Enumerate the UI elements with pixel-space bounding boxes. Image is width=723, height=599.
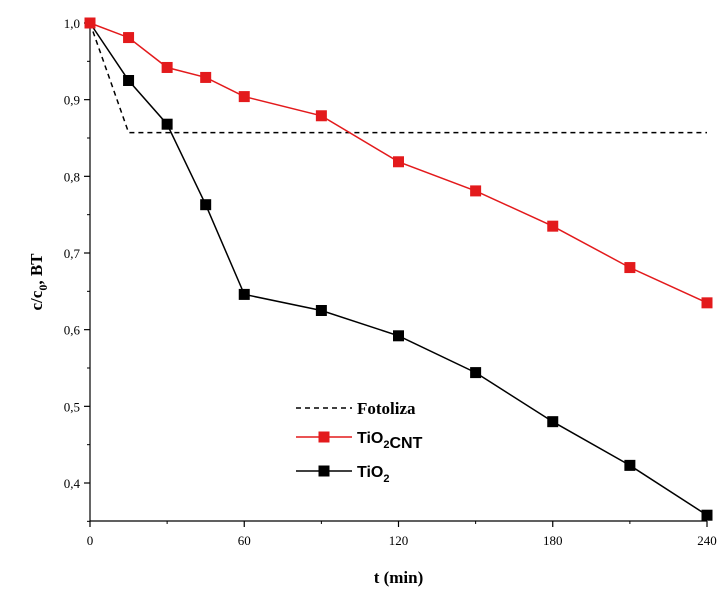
series-line-fotoliza: [89, 22, 707, 134]
y-tick-label: 0,9: [64, 93, 80, 108]
data-point-tio2: [701, 509, 713, 521]
data-point-tio2: [470, 367, 482, 379]
x-axis-title: t (min): [374, 568, 424, 587]
data-point-tio2: [200, 199, 212, 211]
data-point-tio2: [123, 75, 135, 86]
axes: 0 60 120 180 240 0,4 0,5 0,6 0,7 0,8 0,9 1,0: [64, 16, 717, 548]
y-tick-label: 0,8: [64, 169, 80, 184]
data-point-tio2cnt: [701, 297, 713, 309]
data-point-tio2: [393, 330, 404, 342]
y-axis-title-sub: 0: [36, 285, 50, 291]
y-axis-title-rest: , BT: [27, 253, 46, 285]
y-tick-label: 0,6: [64, 323, 81, 338]
y-axis-title-base: c/c: [27, 290, 46, 310]
legend-label-tio2: TiO2: [357, 464, 390, 485]
y-axis-title: c/c0, BT: [27, 253, 50, 311]
data-point-tio2cnt: [315, 110, 327, 122]
data-point-tio2cnt: [123, 32, 135, 44]
data-point-tio2cnt: [200, 71, 212, 83]
data-point-tio2cnt: [393, 156, 404, 168]
data-point-tio2: [547, 416, 559, 428]
data-point-tio2: [624, 459, 636, 471]
y-tick-label: 1,0: [64, 16, 80, 31]
legend-label-part: 2: [383, 439, 389, 451]
data-point-tio2: [315, 305, 327, 316]
data-point-tio2cnt: [624, 262, 636, 274]
y-tick-label: 0,5: [64, 399, 80, 414]
x-tick-label: 240: [697, 533, 717, 548]
legend-label-tio2cnt: TiO2CNT: [357, 430, 423, 452]
legend-marker-tio2: [318, 465, 330, 477]
legend-label-fotoliza: Fotoliza: [357, 399, 416, 418]
x-tick-label: 60: [238, 533, 251, 548]
legend-label-part: CNT: [390, 435, 423, 452]
data-point-tio2cnt: [470, 185, 482, 197]
legend-label-part: 2: [383, 473, 389, 485]
data-point-tio2cnt: [84, 17, 96, 29]
data-point-tio2cnt: [238, 91, 250, 103]
legend-label-part: Fotoliza: [357, 399, 416, 418]
data-point-tio2: [238, 288, 250, 300]
legend-label-part: TiO: [357, 430, 383, 447]
data-point-tio2cnt: [547, 220, 559, 232]
legend-marker-tio2cnt: [318, 431, 330, 443]
legend-label-part: TiO: [357, 464, 383, 481]
x-tick-label: 180: [543, 533, 563, 548]
y-tick-label: 0,7: [64, 246, 81, 261]
x-tick-label: 0: [87, 533, 94, 548]
series-layer: [84, 17, 713, 521]
y-tick-label: 0,4: [64, 476, 81, 491]
data-point-tio2: [161, 118, 173, 130]
x-tick-label: 120: [389, 533, 409, 548]
data-point-tio2cnt: [161, 61, 173, 73]
